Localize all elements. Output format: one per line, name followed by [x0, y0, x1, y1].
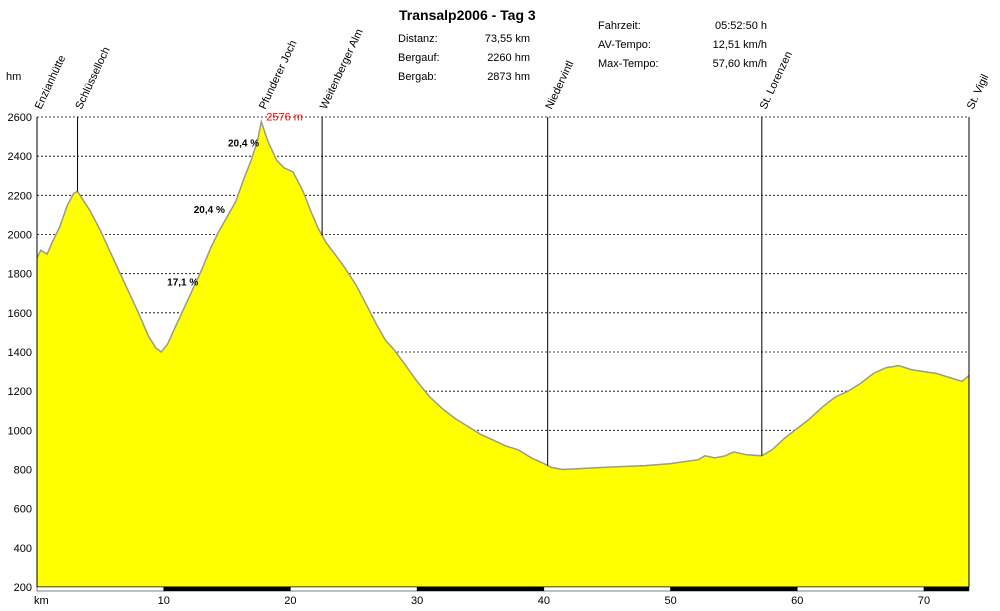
- stat-value-bergab: 2873 hm: [487, 71, 530, 83]
- y-tick-label: 1200: [8, 386, 32, 398]
- x-tick-label: 30: [411, 595, 423, 607]
- y-tick-label: 200: [14, 582, 32, 594]
- y-tick-label: 1800: [8, 269, 32, 281]
- stat-value-bergauf: 2260 hm: [487, 52, 530, 64]
- peak-label: 2576 m: [266, 112, 303, 124]
- stat-label-fahrzeit: Fahrzeit:: [598, 20, 641, 32]
- elevation-area: [37, 121, 969, 587]
- waypoint-label: Pfunderer Joch: [257, 39, 299, 112]
- chart-title: Transalp2006 - Tag 3: [399, 7, 536, 23]
- x-tick-label: 50: [664, 595, 676, 607]
- stat-value-distanz: 73,55 km: [484, 33, 530, 45]
- scale-bar-segment: [163, 586, 291, 592]
- y-tick-label: 1400: [8, 347, 32, 359]
- elevation-line: [36, 118, 970, 471]
- waypoint-label: St. Vigil: [965, 73, 992, 112]
- waypoint-label: Weitenberger Alm: [318, 27, 366, 111]
- y-tick-label: 400: [14, 543, 32, 555]
- y-tick-label: 600: [14, 504, 32, 516]
- stat-label-max-tempo: Max-Tempo:: [598, 58, 659, 70]
- y-tick-label: 2200: [8, 190, 32, 202]
- y-tick-label: 1600: [8, 308, 32, 320]
- scale-bar-segment: [923, 586, 970, 592]
- annotations: 2576 m 20,4 % 20,4 % 17,1 %: [167, 112, 303, 289]
- grade-annotation: 17,1 %: [167, 277, 198, 288]
- grade-annotation: 20,4 %: [194, 205, 225, 216]
- waypoint-label: Schlüsselloch: [73, 45, 112, 111]
- scale-bar-segment: [290, 586, 418, 592]
- stat-value-av-tempo: 12,51 km/h: [712, 39, 767, 51]
- y-tick-label: 800: [14, 465, 32, 477]
- stat-label-av-tempo: AV-Tempo:: [598, 39, 651, 51]
- y-tick-label: 2000: [8, 230, 32, 242]
- waypoint-label: Enzianhütte: [33, 54, 68, 112]
- axes: 200 400 600 800 1000 1200 1400 1600 1800 2000 2200…: [6, 71, 970, 607]
- y-tick-label: 2400: [8, 151, 32, 163]
- grade-annotation: 20,4 %: [228, 138, 259, 149]
- scale-bar-segment: [797, 586, 925, 592]
- waypoint-label: Niedervintl: [544, 59, 577, 111]
- scale-bar-segment: [36, 586, 164, 592]
- scale-bar-segment: [416, 586, 545, 592]
- x-tick-label: 10: [158, 595, 170, 607]
- stat-label-bergauf: Bergauf:: [398, 52, 440, 64]
- x-tick-label: 70: [918, 595, 930, 607]
- stat-value-max-tempo: 57,60 km/h: [712, 58, 767, 70]
- y-tick-label: 1000: [8, 425, 32, 437]
- x-tick-label: 20: [284, 595, 296, 607]
- stat-value-fahrzeit: 05:52:50 h: [715, 20, 767, 32]
- scale-bar-segment: [543, 586, 671, 592]
- scale-bar-segment: [670, 586, 798, 592]
- x-tick-label: 60: [791, 595, 803, 607]
- x-axis-label: km: [34, 595, 49, 607]
- y-axis-label: hm: [6, 71, 21, 83]
- stat-label-distanz: Distanz:: [398, 33, 438, 45]
- stat-label-bergab: Bergab:: [398, 71, 437, 83]
- y-tick-label: 2600: [8, 112, 32, 124]
- x-tick-label: 40: [538, 595, 550, 607]
